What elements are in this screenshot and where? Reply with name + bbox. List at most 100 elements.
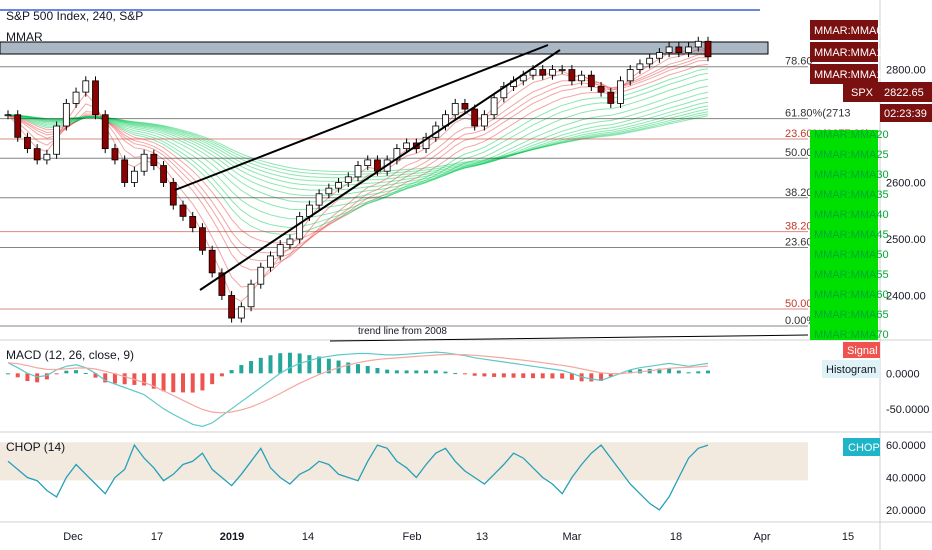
candle-body [189, 215, 197, 229]
candle-body [179, 204, 187, 217]
fib-label: 78.60 [785, 56, 813, 68]
mma-line-18 [7, 68, 709, 236]
macd-histogram-bar [317, 356, 322, 374]
candle-body [169, 182, 177, 206]
mma-green-label: MMAR:MMA50 [814, 249, 889, 261]
mma-line-35 [7, 91, 709, 203]
macd-histogram-bar [540, 373, 545, 379]
macd-histogram-bar [706, 370, 710, 374]
macd-histogram-bar [356, 364, 360, 374]
fib-label: 61.80%(2713 [785, 108, 850, 120]
candle-body [111, 148, 119, 161]
macd-histogram-bar [569, 373, 574, 380]
macd-histogram-bar [161, 373, 166, 392]
trend-line-2008 [329, 334, 809, 342]
macd-histogram-bar [521, 373, 526, 378]
candle-body [199, 227, 206, 251]
mma-green-label: MMAR:MMA70 [814, 329, 889, 341]
candle-body [607, 91, 615, 104]
candle-body [636, 63, 644, 70]
time-tick: 15 [842, 531, 854, 543]
candle-body [140, 153, 148, 172]
candle-body [646, 57, 654, 65]
candle-body [121, 159, 129, 183]
macd-histogram-bar [112, 373, 117, 384]
candle-body [617, 80, 624, 104]
macd-histogram-bar [482, 373, 487, 377]
mma-green-label: MMAR:MMA55 [814, 269, 889, 281]
mma-green-label: MMAR:MMA45 [814, 229, 889, 241]
candle-body [471, 108, 479, 127]
symbol-label-bg [843, 82, 880, 102]
mma-green-label: MMAR:MMA40 [814, 209, 889, 221]
mma-line-21 [7, 72, 709, 229]
candle-body [130, 170, 138, 183]
macd-histogram-bar [492, 373, 497, 377]
macd-histogram-bar [385, 369, 390, 374]
chop-tick: 20.0000 [886, 505, 926, 517]
histogram-label: Histogram [826, 364, 876, 376]
macd-histogram-bar [394, 370, 399, 374]
macd-histogram-bar [171, 373, 176, 393]
mma-red-label-bg [810, 20, 878, 40]
candle-body [354, 165, 362, 178]
current-price-label: 2822.65 [884, 87, 924, 99]
candle-body [286, 238, 294, 246]
signal-label: Signal [847, 345, 878, 357]
macd-histogram-bar [249, 361, 254, 374]
candle-body [578, 74, 586, 82]
macd-histogram-bar [472, 373, 477, 376]
candle-body [24, 136, 31, 150]
chop-label-bg [843, 438, 880, 456]
macd-histogram-bar [258, 357, 263, 374]
candle-body [276, 244, 284, 257]
mma-green-label: MMAR:MMA35 [814, 189, 889, 201]
macd-histogram-bar [268, 355, 273, 374]
macd-histogram-bar [210, 373, 215, 385]
macd-histogram-bar [433, 370, 438, 374]
macd-histogram-bar [93, 373, 98, 378]
mma-red-label-bg [810, 42, 878, 62]
macd-histogram-bar [200, 373, 205, 391]
symbol-label: SPX [851, 87, 874, 99]
candlesticks [4, 36, 712, 323]
time-tick: 13 [476, 531, 488, 543]
price-tick: 2600.00 [886, 178, 926, 190]
mma-line-30 [7, 85, 709, 211]
time-tick: 2019 [220, 531, 244, 543]
macd-histogram-bar [424, 370, 429, 374]
macd-histogram-bar [142, 373, 147, 386]
candle-body [422, 136, 430, 150]
mma-red-label: MMAR:MMA15 [814, 69, 889, 81]
mma-green-label: MMAR:MMA30 [814, 169, 889, 181]
macd-histogram-bar [54, 373, 59, 375]
time-tick: Dec [63, 531, 83, 543]
macd-histogram-bar [589, 373, 594, 382]
macd-histogram-bar [336, 360, 341, 374]
macd-tick: -50.0000 [886, 404, 929, 416]
macd-histogram-bar [599, 373, 604, 381]
candle-body [315, 193, 323, 206]
macd-histogram-bar [103, 373, 108, 383]
candle-body [257, 266, 265, 285]
mma-red-label: MMAR:MMA10 [814, 47, 889, 59]
candle-body [208, 249, 216, 274]
mma-green-label: MMAR:MMA25 [814, 149, 889, 161]
resistance-zone [0, 41, 769, 55]
macd-histogram-bar [278, 353, 283, 374]
macd-histogram-bar [560, 373, 565, 379]
macd-histogram-bar [501, 373, 506, 378]
candle-body [218, 272, 226, 296]
macd-histogram-bar [6, 373, 10, 375]
macd-tick: 0.0000 [886, 368, 920, 380]
time-tick: 18 [670, 531, 682, 543]
macd-histogram-bar [122, 373, 127, 385]
candle-body [228, 295, 236, 319]
macd-histogram-bar [686, 372, 691, 374]
mma-green-label: MMAR:MMA20 [814, 129, 889, 141]
chop-tick: 60.0000 [886, 440, 926, 452]
candle-body [43, 153, 51, 161]
indicator-name: MMAR [6, 30, 43, 44]
